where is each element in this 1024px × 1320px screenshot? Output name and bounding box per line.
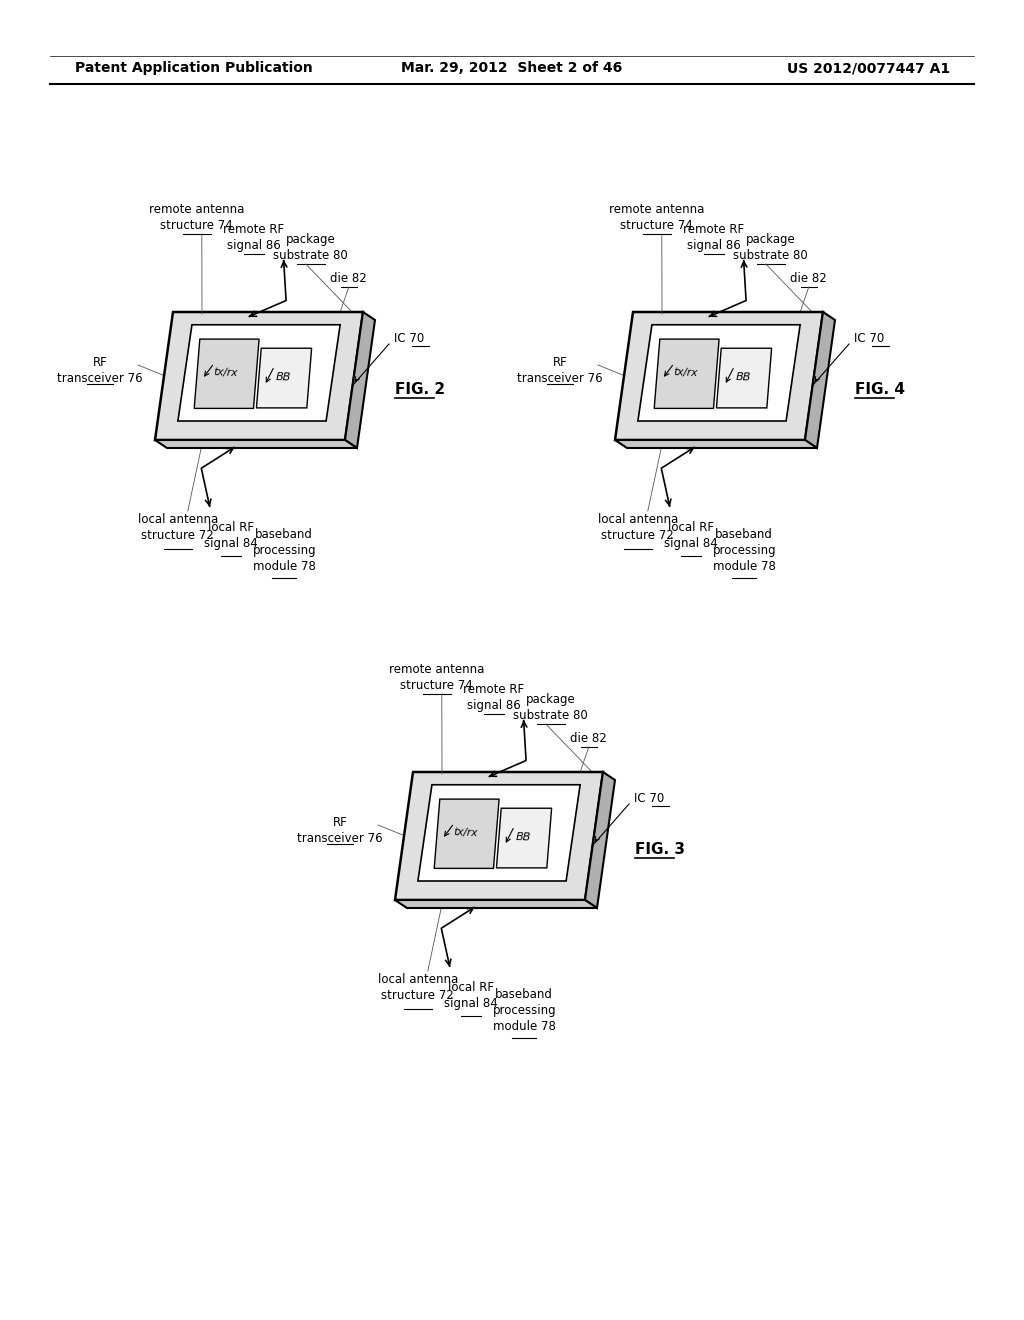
Polygon shape [178,325,340,421]
Text: remote antenna
structure 74: remote antenna structure 74 [609,203,705,232]
Text: RF
transceiver 76: RF transceiver 76 [517,355,603,384]
Text: remote RF
signal 86: remote RF signal 86 [223,223,285,252]
Text: baseband
processing
module 78: baseband processing module 78 [713,528,776,573]
Polygon shape [256,348,311,408]
Polygon shape [717,348,772,408]
Text: package
substrate 80: package substrate 80 [273,234,348,261]
Polygon shape [805,312,835,447]
Text: package
substrate 80: package substrate 80 [513,693,588,722]
Text: die 82: die 82 [331,272,368,285]
Polygon shape [155,440,357,447]
Text: die 82: die 82 [570,733,607,744]
Polygon shape [395,772,603,900]
Polygon shape [434,799,499,869]
Polygon shape [654,339,719,408]
Polygon shape [395,900,597,908]
Text: BB: BB [515,832,530,842]
Polygon shape [195,339,259,408]
Text: die 82: die 82 [791,272,827,285]
Text: local antenna
structure 72: local antenna structure 72 [378,973,458,1002]
Text: local antenna
structure 72: local antenna structure 72 [598,513,678,543]
Polygon shape [638,325,800,421]
Text: tx/rx: tx/rx [673,367,697,379]
Text: local antenna
structure 72: local antenna structure 72 [137,513,218,543]
Text: Patent Application Publication: Patent Application Publication [75,61,312,75]
Polygon shape [497,808,552,869]
Polygon shape [345,312,375,447]
Text: FIG. 3: FIG. 3 [635,842,685,858]
Text: baseband
processing
module 78: baseband processing module 78 [493,987,556,1034]
Text: RF
transceiver 76: RF transceiver 76 [57,355,142,384]
Polygon shape [585,772,615,908]
Text: FIG. 4: FIG. 4 [855,383,905,397]
Text: tx/rx: tx/rx [213,367,238,379]
Text: Mar. 29, 2012  Sheet 2 of 46: Mar. 29, 2012 Sheet 2 of 46 [401,61,623,75]
Text: BB: BB [275,372,291,383]
Text: package
substrate 80: package substrate 80 [733,234,808,261]
Text: IC 70: IC 70 [634,792,665,805]
Text: FIG. 2: FIG. 2 [395,383,445,397]
Text: local RF
signal 84: local RF signal 84 [204,521,258,550]
Text: baseband
processing
module 78: baseband processing module 78 [252,528,316,573]
Polygon shape [418,785,581,880]
Text: remote antenna
structure 74: remote antenna structure 74 [150,203,245,232]
Text: RF
transceiver 76: RF transceiver 76 [297,816,383,845]
Text: BB: BB [735,372,751,383]
Text: tx/rx: tx/rx [454,828,478,838]
Text: local RF
signal 84: local RF signal 84 [444,981,498,1010]
Text: remote RF
signal 86: remote RF signal 86 [463,682,524,711]
Text: local RF
signal 84: local RF signal 84 [665,521,718,550]
Polygon shape [615,440,817,447]
Text: remote RF
signal 86: remote RF signal 86 [683,223,744,252]
Text: remote antenna
structure 74: remote antenna structure 74 [389,663,484,692]
Polygon shape [615,312,823,440]
Text: US 2012/0077447 A1: US 2012/0077447 A1 [786,61,950,75]
Text: IC 70: IC 70 [854,333,885,346]
Text: IC 70: IC 70 [394,333,424,346]
Polygon shape [155,312,362,440]
